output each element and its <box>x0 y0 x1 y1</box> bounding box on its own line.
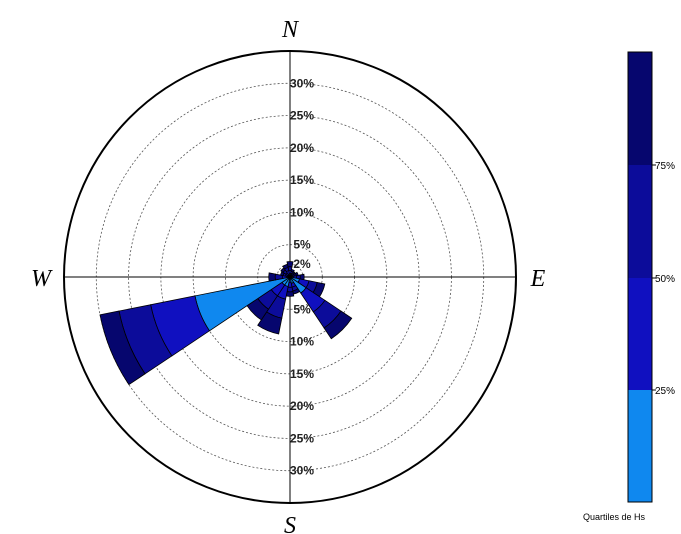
sector-12-quartile-4 <box>268 272 276 282</box>
ring-label-top-15: 15% <box>290 173 314 187</box>
ring-label-top-20: 20% <box>290 141 314 155</box>
sector-11-quartile-4 <box>99 310 146 386</box>
compass-south-label: S <box>284 513 296 534</box>
colorbar-quartile-3 <box>628 165 652 278</box>
ring-label-bottom-10: 10% <box>290 335 314 349</box>
ring-label-top-5: 5% <box>293 238 311 252</box>
radial-tick-labels: 2% 5% 10% 15% 20% 25% 30% 5% 10% 15% 20% 25% 30% <box>290 76 314 477</box>
colorbar-tick-label-50: 50% <box>655 274 675 285</box>
compass-north-label: N <box>281 17 300 43</box>
sector-6-quartile-4 <box>323 310 353 340</box>
ring-label-top-10: 10% <box>290 205 314 219</box>
ring-label-bottom-30: 30% <box>290 464 314 478</box>
wind-sectors <box>99 261 353 386</box>
ring-label-bottom-15: 15% <box>290 367 314 381</box>
ring-label-bottom-25: 25% <box>290 431 314 445</box>
ring-label-bottom-5: 5% <box>293 302 311 316</box>
colorbar-tick-label-25: 25% <box>655 386 675 397</box>
ring-label-top-2: 2% <box>293 257 311 271</box>
colorbar-quartile-1 <box>628 390 652 502</box>
colorbar-frame <box>627 51 653 503</box>
ring-label-top-25: 25% <box>290 109 314 123</box>
colorbar-quartile-2 <box>628 278 652 390</box>
colorbar-title: Quartiles de Hs <box>583 512 646 522</box>
colorbar: 25% 50% 75% Quartiles de Hs <box>583 51 675 522</box>
sector-15-quartile-4 <box>282 263 289 270</box>
outer-circle <box>63 50 517 504</box>
colorbar-quartile-4 <box>628 52 652 165</box>
ring-label-bottom-20: 20% <box>290 399 314 413</box>
compass-east-label: E <box>530 266 546 292</box>
compass-west-label: W <box>31 266 53 292</box>
ring-label-top-30: 30% <box>290 76 314 90</box>
colorbar-tick-label-75: 75% <box>655 161 675 172</box>
